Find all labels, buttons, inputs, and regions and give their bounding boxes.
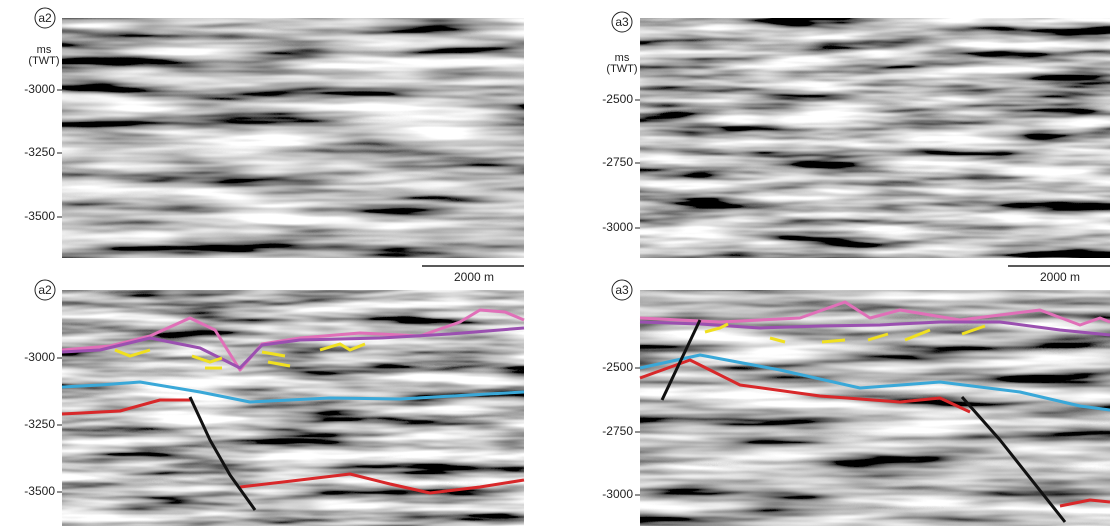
- tick-label: -3000: [602, 487, 633, 501]
- scale-label: 2000 m: [454, 270, 494, 284]
- horizons: [61, 308, 525, 511]
- seismic-section: [640, 18, 1110, 258]
- tick-label: -2750: [602, 155, 633, 169]
- panel-label: a3: [615, 283, 629, 297]
- tick-label: -2500: [602, 92, 633, 106]
- tick-label: -3000: [24, 82, 55, 96]
- panel-label: a2: [38, 283, 52, 297]
- tick-label: -3000: [602, 220, 633, 234]
- panel-badge: [34, 279, 56, 301]
- axis-unit: ms: [37, 44, 52, 56]
- panel-label: a2: [38, 11, 52, 25]
- tick-label: -2750: [602, 424, 633, 438]
- axis-unit: (TWT): [28, 55, 59, 67]
- tick-label: -3500: [24, 484, 55, 498]
- panel-badge: [611, 279, 633, 301]
- tick-label: -3250: [24, 417, 55, 431]
- tick-label: -2500: [602, 360, 633, 374]
- tick-label: -3500: [24, 209, 55, 223]
- panel-badge: [611, 11, 633, 33]
- horizons: [639, 300, 1110, 523]
- axis-unit: (TWT): [606, 63, 637, 75]
- tick-label: -3250: [24, 145, 55, 159]
- tick-label: -3000: [24, 350, 55, 364]
- axis-unit: ms: [615, 52, 630, 64]
- scale-label: 2000 m: [1040, 270, 1080, 284]
- seismic-section: [62, 290, 524, 526]
- panel-label: a3: [615, 15, 629, 29]
- seismic-section: [62, 18, 524, 258]
- panel-badge: [34, 7, 56, 29]
